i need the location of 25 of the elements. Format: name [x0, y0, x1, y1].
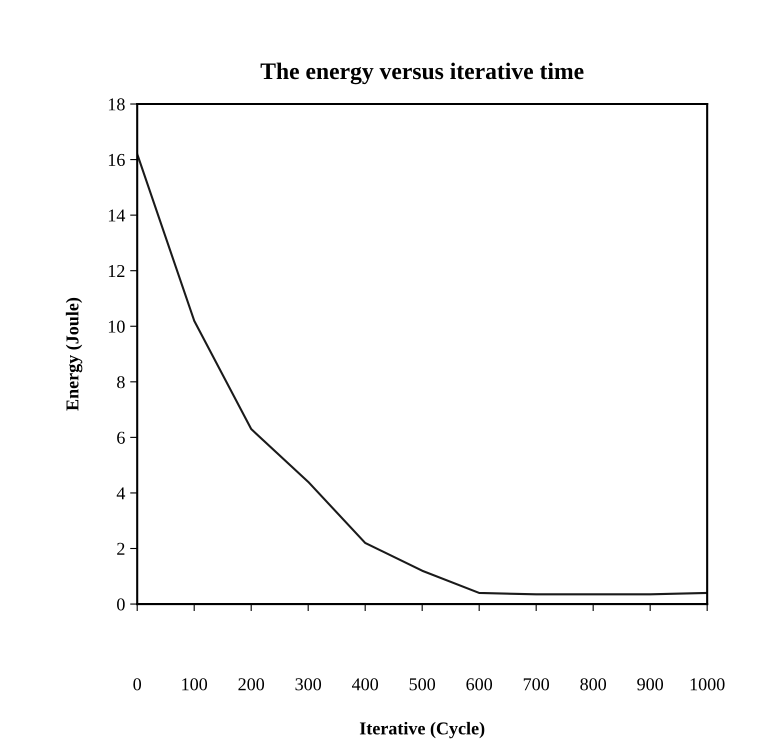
x-axis-title: Iterative (Cycle)	[360, 722, 484, 738]
x-tick-label: 900	[637, 678, 664, 690]
chart-title: The energy versus iterative time	[260, 62, 584, 84]
x-tick-label: 400	[352, 678, 378, 690]
x-tick-label: 700	[524, 678, 550, 690]
x-tick-label: 500	[410, 678, 436, 690]
y-tick-label: 14	[108, 209, 126, 222]
y-axis-title: Energy (Joule)	[66, 298, 82, 411]
y-tick-label: 18	[108, 98, 125, 110]
x-tick-label: 800	[580, 678, 606, 690]
x-tick-label: 200	[238, 678, 264, 690]
y-tick-label: 0	[117, 598, 125, 610]
x-tick-label: 300	[296, 678, 322, 690]
y-tick-label: 12	[108, 265, 124, 277]
x-tick-label: 0	[133, 678, 142, 690]
y-tick-label: 16	[108, 154, 125, 166]
y-tick-label: 10	[108, 320, 125, 333]
y-tick-label: 6	[117, 432, 125, 444]
y-tick-label: 4	[116, 487, 126, 500]
x-tick-label: 1000	[690, 678, 725, 690]
y-tick-label: 2	[117, 542, 124, 555]
line-series	[137, 152, 708, 596]
y-tick-label: 8	[117, 376, 125, 388]
x-tick-label: 600	[466, 678, 492, 690]
x-tick-label: 100	[182, 678, 208, 690]
